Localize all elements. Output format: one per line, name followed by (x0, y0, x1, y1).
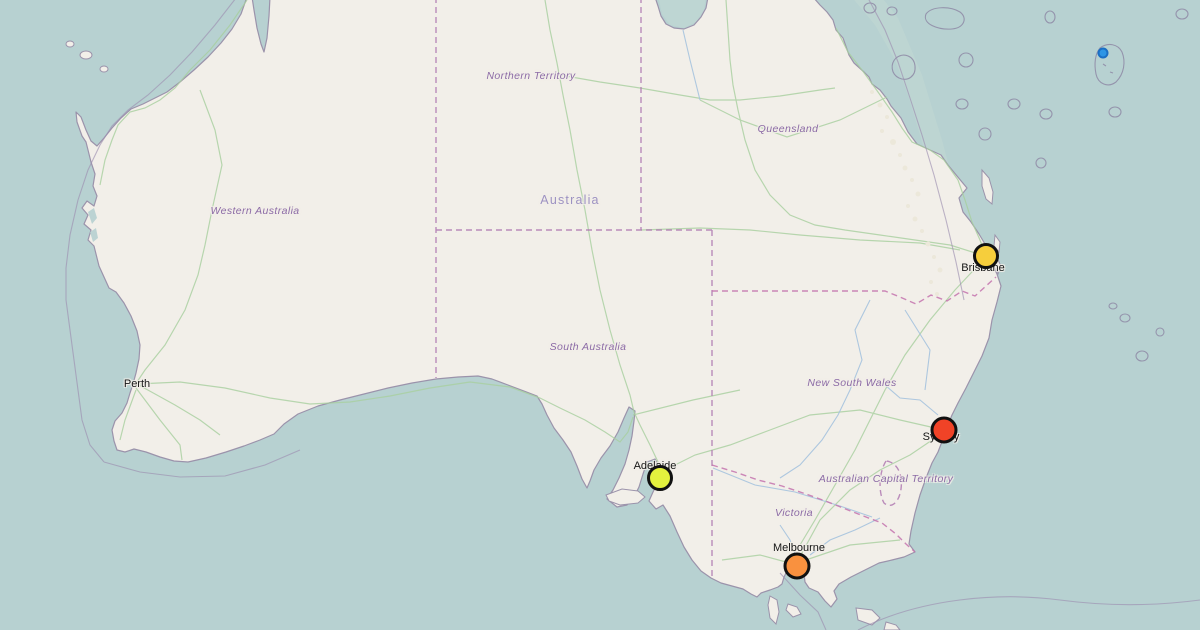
australia-landmass (75, 0, 1002, 608)
reef-outlines (863, 2, 1189, 362)
reef-sand-cays (870, 90, 943, 296)
shark-bay-lagoons (88, 208, 98, 242)
marker-adelaide[interactable] (647, 465, 673, 491)
border-qld-nsw (712, 276, 997, 305)
shallow-water-gulf (658, 0, 706, 28)
marker-offshore-point[interactable] (1097, 47, 1109, 59)
border-nsw-vic (711, 464, 916, 553)
state-borders (435, 0, 903, 578)
roads (99, 0, 986, 566)
border-act (879, 460, 903, 507)
river-borders (711, 276, 997, 553)
maritime-boundaries (65, 0, 1200, 630)
rivers (682, 29, 939, 561)
marker-melbourne[interactable] (783, 552, 811, 580)
marker-sydney[interactable] (930, 416, 958, 444)
marker-brisbane[interactable] (973, 243, 999, 269)
